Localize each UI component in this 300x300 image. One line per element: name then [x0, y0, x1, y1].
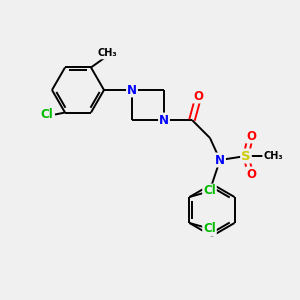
Text: N: N	[215, 154, 225, 166]
Text: S: S	[241, 149, 251, 163]
Text: Cl: Cl	[40, 108, 53, 121]
Text: CH₃: CH₃	[263, 151, 283, 161]
Text: N: N	[127, 83, 137, 97]
Text: O: O	[246, 167, 256, 181]
Text: O: O	[246, 130, 256, 142]
Text: N: N	[159, 113, 169, 127]
Text: CH₃: CH₃	[97, 49, 117, 58]
Text: Cl: Cl	[203, 223, 216, 236]
Text: O: O	[193, 89, 203, 103]
Text: Cl: Cl	[203, 184, 216, 197]
